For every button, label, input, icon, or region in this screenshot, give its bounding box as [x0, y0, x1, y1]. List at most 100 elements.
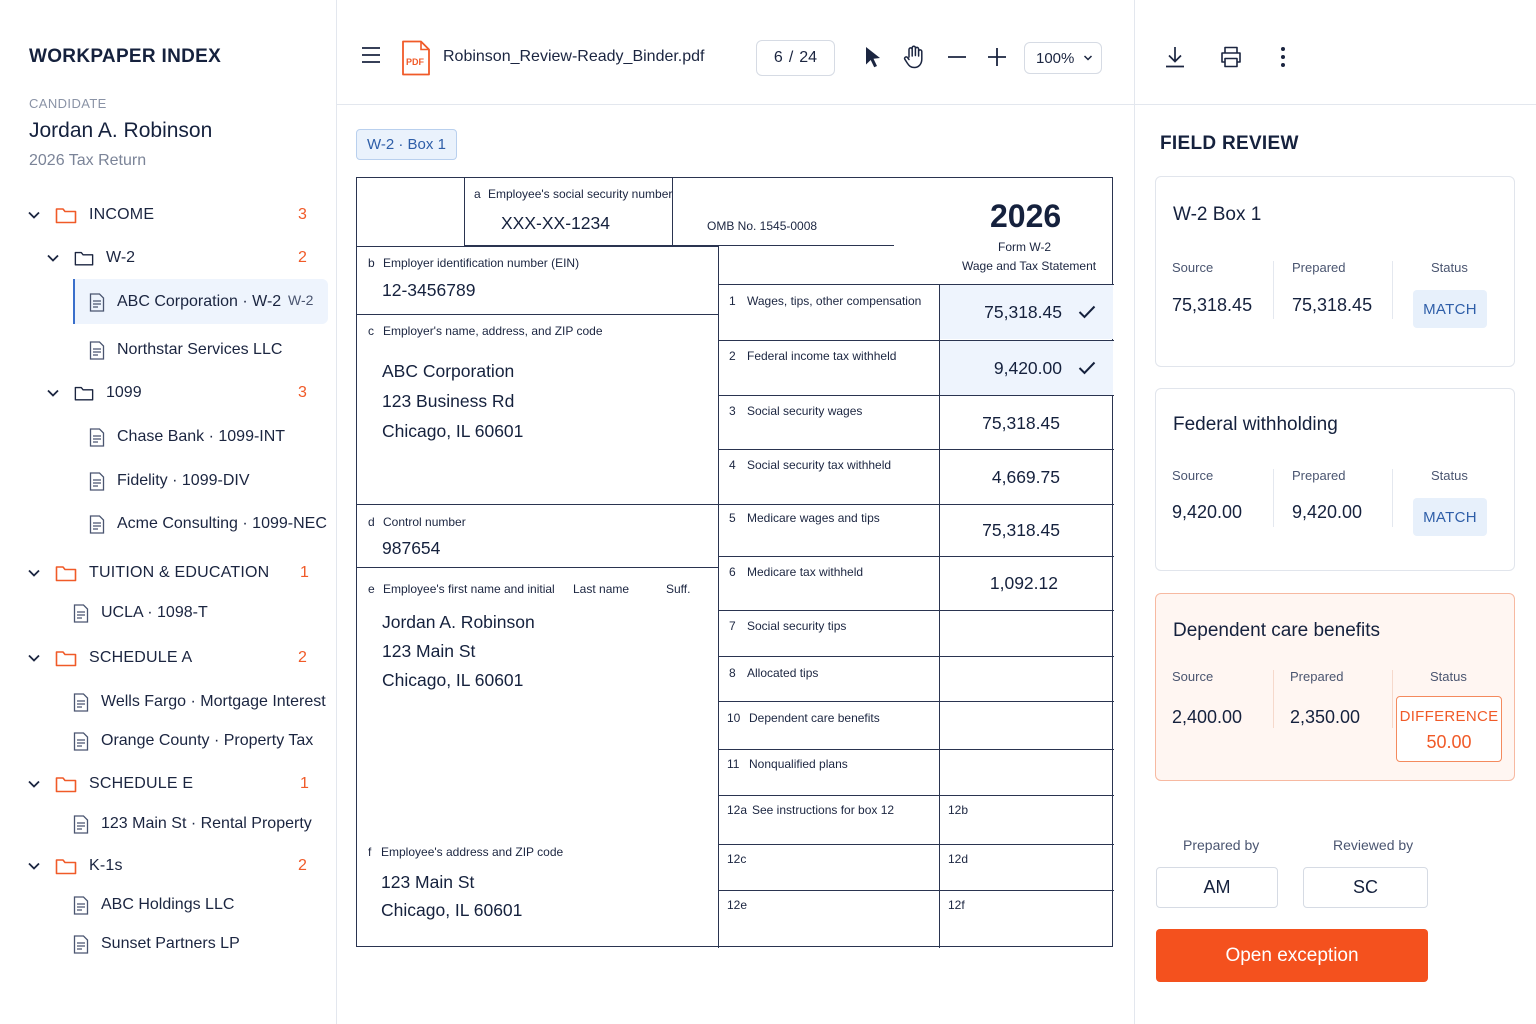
tree-group-w2[interactable]: W-2 — [46, 241, 135, 275]
source-value: 2,400.00 — [1172, 707, 1243, 727]
sidebar-title: WORKPAPER INDEX — [29, 46, 222, 67]
pdf-document-view[interactable]: W-2 · Box 1 a Employee's social security… — [337, 105, 1135, 1024]
tree-group-tuition[interactable]: TUITION & EDUCATION — [27, 556, 269, 590]
w2-year: 2026 — [990, 198, 1062, 234]
tree-group-income[interactable]: INCOME — [27, 198, 154, 232]
hamburger-icon[interactable] — [361, 46, 381, 64]
column-divider — [1392, 670, 1393, 728]
w2-box-letter: a — [474, 187, 481, 201]
tree-group-k1s[interactable]: K-1s — [27, 849, 123, 883]
w2-box-number: 7 — [729, 619, 736, 633]
w2-box-label: Medicare tax withheld — [747, 565, 864, 579]
tree-item-sunset-partners[interactable]: Sunset Partners LP — [73, 927, 240, 961]
source-value: 75,318.45 — [1172, 295, 1253, 315]
tree-count: 1 — [300, 775, 309, 792]
prepared-by-initials[interactable]: AM — [1156, 867, 1278, 908]
more-vertical-icon[interactable] — [1271, 44, 1295, 70]
tree-group-label: 1099 — [106, 384, 142, 401]
review-card[interactable]: Federal withholding Source Prepared Stat… — [1155, 388, 1515, 571]
tree-group-1099[interactable]: 1099 — [46, 376, 142, 410]
w2-box-6-value[interactable]: 1,092.12 — [989, 573, 1058, 593]
w2-column-rule — [718, 246, 719, 948]
review-card[interactable]: W-2 Box 1 Source Prepared Status 75,318.… — [1155, 176, 1515, 367]
w2-ein: 12-3456789 — [382, 280, 476, 300]
column-divider — [1392, 469, 1393, 527]
w2-employee-address-city: Chicago, IL 60601 — [381, 900, 523, 920]
w2-rule — [718, 795, 1114, 796]
folder-icon — [55, 566, 77, 582]
w2-box-e-last: Last name — [573, 582, 630, 596]
tree-item-label: Wells Fargo · Mortgage Interest — [101, 693, 326, 710]
tree-group-schedule-e[interactable]: SCHEDULE E — [27, 767, 193, 801]
tree-item-abc-w2[interactable]: ABC Corporation · W-2 — [89, 285, 281, 319]
tree-count: 1 — [300, 564, 309, 581]
w2-box-1-value[interactable]: 75,318.45 — [984, 302, 1062, 322]
w2-employer-name: ABC Corporation — [382, 361, 515, 381]
tree-item-fidelity[interactable]: Fidelity · 1099-DIV — [89, 464, 250, 498]
w2-box-f-label: Employee's address and ZIP code — [381, 845, 564, 859]
w2-box-e-suffix: Suff. — [666, 582, 691, 596]
tree-group-label: SCHEDULE A — [89, 649, 193, 666]
chevron-down-icon[interactable] — [46, 251, 60, 265]
tree-group-schedule-a[interactable]: SCHEDULE A — [27, 641, 192, 675]
w2-box-number: 12a — [727, 803, 748, 817]
w2-rule — [718, 284, 1114, 285]
reviewed-by-initials[interactable]: SC — [1303, 867, 1428, 908]
w2-box-letter: c — [368, 324, 374, 338]
w2-box-3-value[interactable]: 75,318.45 — [982, 413, 1060, 433]
tree-item-ucla[interactable]: UCLA · 1098-T — [73, 596, 208, 630]
w2-box-letter: d — [368, 515, 375, 529]
w2-box-number: 12c — [727, 852, 747, 866]
zoom-in-icon[interactable] — [985, 44, 1009, 70]
open-exception-button[interactable]: Open exception — [1156, 929, 1428, 982]
tree-item-orange-county[interactable]: Orange County · Property Tax — [73, 724, 313, 758]
folder-icon — [55, 859, 77, 875]
w2-box-2-value[interactable]: 9,420.00 — [993, 358, 1062, 378]
download-icon[interactable] — [1163, 44, 1187, 70]
zoom-select[interactable]: 100% — [1024, 42, 1102, 74]
chevron-down-icon[interactable] — [27, 208, 41, 222]
tree-item-wells-fargo[interactable]: Wells Fargo · Mortgage Interest — [73, 685, 326, 719]
zoom-out-icon[interactable] — [945, 44, 969, 70]
tree-item-chase[interactable]: Chase Bank · 1099-INT — [89, 420, 285, 454]
w2-box-5-value[interactable]: 75,318.45 — [982, 520, 1060, 540]
candidate-name: Jordan A. Robinson — [29, 119, 213, 142]
w2-box-number: 12f — [948, 898, 965, 912]
chevron-down-icon[interactable] — [27, 651, 41, 665]
w2-box-a — [465, 178, 673, 246]
w2-rule — [718, 656, 1114, 657]
print-icon[interactable] — [1219, 44, 1243, 70]
difference-label: DIFFERENCE — [1399, 708, 1499, 725]
chevron-down-icon[interactable] — [27, 566, 41, 580]
chevron-down-icon[interactable] — [27, 777, 41, 791]
tree-group-label: K-1s — [89, 857, 123, 874]
w2-employee-name: Jordan A. Robinson — [382, 612, 535, 632]
hand-icon[interactable] — [901, 44, 927, 70]
w2-rule — [718, 749, 1114, 750]
w2-employee-street: 123 Main St — [382, 641, 476, 661]
w2-form: a Employee's social security number XXX-… — [356, 177, 1114, 948]
tree-item-abc-holdings[interactable]: ABC Holdings LLC — [73, 888, 234, 922]
page-indicator[interactable]: 6 / 24 — [756, 40, 835, 76]
field-location-chip[interactable]: W-2 · Box 1 — [356, 129, 457, 160]
w2-box-number: 4 — [729, 458, 736, 472]
chevron-down-icon[interactable] — [46, 386, 60, 400]
tree-item-acme[interactable]: Acme Consulting · 1099-NEC — [89, 507, 327, 541]
pdf-toolbar: PDF Robinson_Review-Ready_Binder.pdf 6 /… — [337, 0, 1536, 105]
w2-box-number: 10 — [727, 711, 741, 725]
file-name: Robinson_Review-Ready_Binder.pdf — [443, 48, 705, 65]
w2-box-label: Social security wages — [747, 404, 863, 418]
w2-rule — [718, 395, 1114, 396]
tree-item-northstar[interactable]: Northstar Services LLC — [89, 333, 282, 367]
w2-box-4-value[interactable]: 4,669.75 — [991, 467, 1060, 487]
review-card-exception[interactable]: Dependent care benefits Source Prepared … — [1155, 593, 1515, 781]
page-current[interactable]: 6 — [773, 49, 783, 66]
chevron-down-icon[interactable] — [27, 859, 41, 873]
source-column-label: Source — [1172, 260, 1214, 275]
tree-item-rental-property[interactable]: 123 Main St · Rental Property — [73, 807, 312, 841]
w2-rule — [718, 340, 1114, 341]
review-card-title: Dependent care benefits — [1173, 620, 1381, 641]
w2-box-2-highlight — [940, 341, 1113, 395]
document-icon — [73, 895, 89, 915]
pointer-icon[interactable] — [861, 44, 885, 70]
